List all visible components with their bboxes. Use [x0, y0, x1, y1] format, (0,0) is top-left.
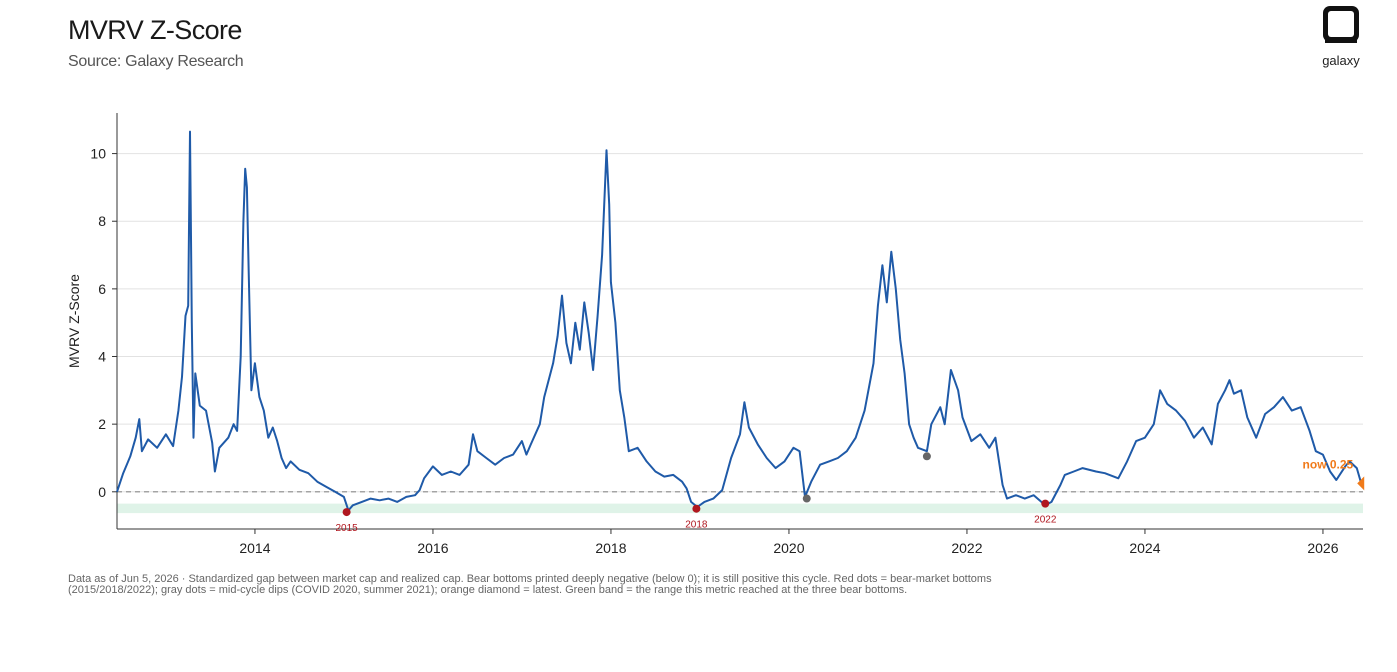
x-tick-label: 2016 — [417, 540, 448, 556]
y-tick-label: 2 — [98, 416, 106, 432]
mid-cycle-dip-dot — [922, 452, 931, 461]
mid-cycle-dip-dot — [802, 494, 811, 503]
chart-title: MVRV Z-Score — [68, 15, 242, 45]
bear-bottom-dot — [692, 504, 701, 513]
bear-bottom-dot — [1041, 499, 1050, 508]
mvrv-series-line — [116, 130, 1363, 512]
y-tick-label: 10 — [90, 146, 106, 162]
y-axis-label: MVRV Z-Score — [66, 274, 82, 368]
y-tick-label: 8 — [98, 213, 106, 229]
x-tick-label: 2014 — [239, 540, 270, 556]
latest-diamond-marker — [1357, 476, 1365, 491]
x-tick-label: 2026 — [1307, 540, 1338, 556]
x-tick-label: 2018 — [595, 540, 626, 556]
bear-range-band — [117, 503, 1363, 514]
bear-bottom-label: 2022 — [1034, 515, 1057, 526]
logo-text: galaxy — [1322, 53, 1360, 68]
y-tick-label: 6 — [98, 281, 106, 297]
x-tick-label: 2024 — [1129, 540, 1160, 556]
y-tick-label: 0 — [98, 484, 106, 500]
y-tick-label: 4 — [98, 349, 106, 365]
chart-subtitle: Source: Galaxy Research — [68, 53, 244, 70]
bear-bottom-label: 2018 — [685, 520, 708, 531]
galaxy-logo: galaxy — [1318, 5, 1364, 68]
x-tick-label: 2020 — [773, 540, 804, 556]
latest-value-label: now 0.25 — [1303, 457, 1354, 471]
galaxy-logo-icon — [1323, 6, 1359, 43]
footnote: Data as of Jun 5, 2026 · Standardized ga… — [68, 573, 992, 596]
bear-bottom-label: 2015 — [335, 523, 358, 534]
x-tick-label: 2022 — [951, 540, 982, 556]
bear-bottom-dot — [342, 508, 351, 517]
